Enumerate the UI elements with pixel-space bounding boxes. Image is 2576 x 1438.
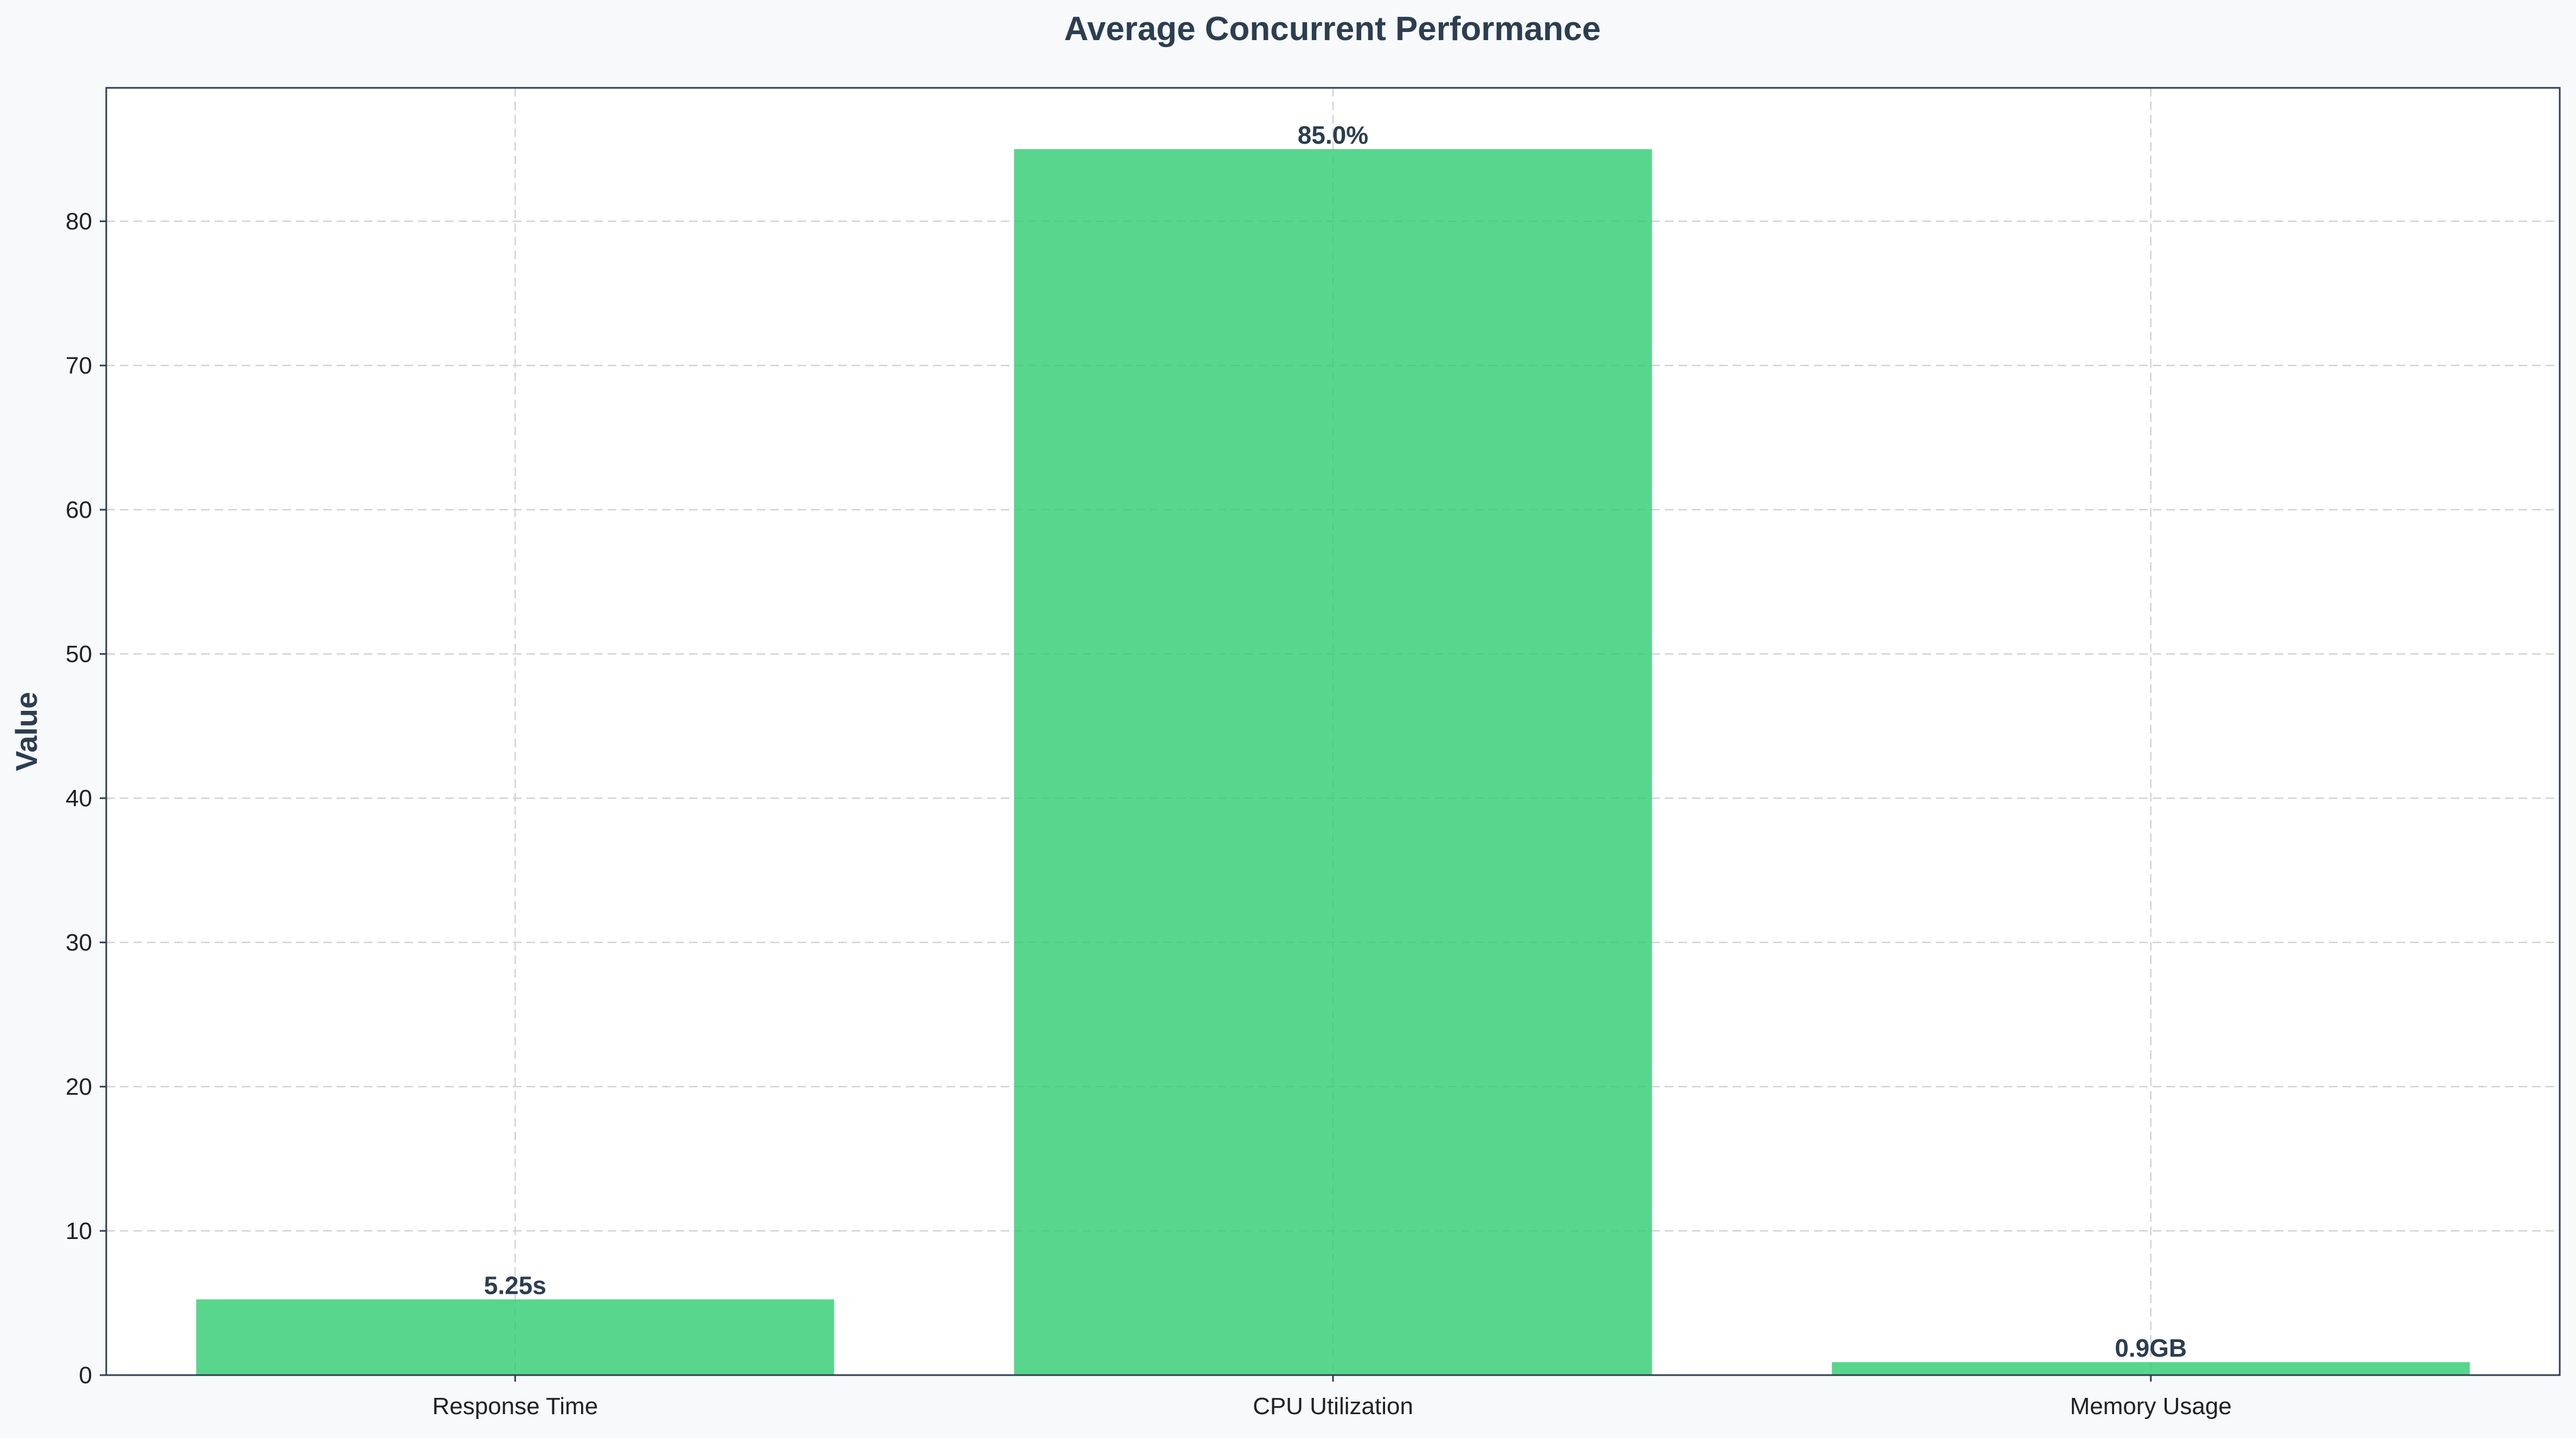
y-tick-label: 80 xyxy=(66,208,92,235)
chart-title: Average Concurrent Performance xyxy=(1064,10,1601,48)
bar-data-label: 5.25s xyxy=(484,1271,546,1299)
bar-data-label: 0.9GB xyxy=(2115,1334,2187,1362)
y-tick-label: 40 xyxy=(66,785,92,812)
data-labels: 5.25s 85.0% 0.9GB xyxy=(484,121,2187,1362)
bars xyxy=(196,149,2470,1375)
y-tick-label: 60 xyxy=(66,497,92,523)
y-tick-label: 30 xyxy=(66,929,92,956)
bar xyxy=(1832,1362,2470,1375)
bar-data-label: 85.0% xyxy=(1298,121,1368,149)
y-tick-label: 20 xyxy=(66,1074,92,1100)
y-tick-label: 70 xyxy=(66,352,92,379)
y-axis-label: Value xyxy=(9,692,43,771)
y-tick-label: 10 xyxy=(66,1218,92,1244)
bar xyxy=(1014,149,1652,1375)
y-tick-label: 50 xyxy=(66,641,92,667)
x-tick-label: Response Time xyxy=(432,1393,598,1420)
y-axis-ticks: 0 10 20 30 40 50 60 70 80 xyxy=(66,208,106,1389)
bar xyxy=(196,1299,834,1375)
y-tick-label: 0 xyxy=(79,1362,92,1389)
x-axis-ticks: Response Time CPU Utilization Memory Usage xyxy=(432,1375,2232,1420)
x-tick-label: Memory Usage xyxy=(2070,1393,2232,1420)
x-tick-label: CPU Utilization xyxy=(1253,1393,1413,1420)
